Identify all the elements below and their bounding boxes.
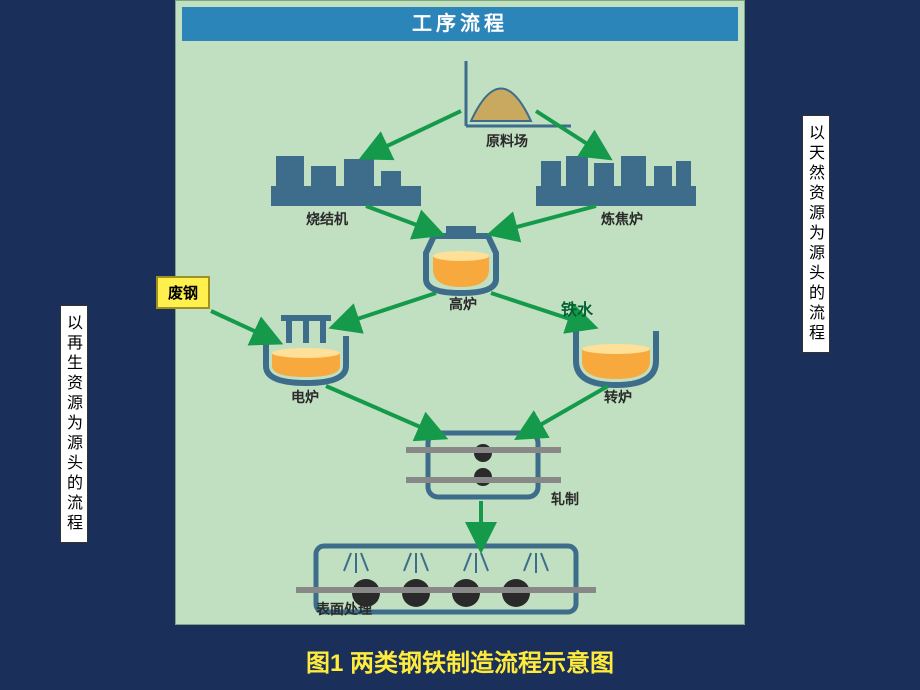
label-rolling: 轧制 [551, 489, 579, 509]
label-surface: 表面处理 [316, 599, 372, 619]
figure-caption: 图1 两类钢铁制造流程示意图 [0, 643, 920, 678]
process-diagram-panel: 工序流程 [175, 0, 745, 625]
eaf-icon [266, 315, 346, 383]
side-note-right-text: 以天然资源为源头的流程 [809, 125, 825, 342]
side-note-left: 以再生资源为源头的流程 [60, 305, 88, 543]
tag-iron-water: 铁水 [561, 296, 593, 320]
label-eaf: 电炉 [291, 387, 319, 407]
label-bof: 转炉 [604, 387, 632, 407]
tag-scrap: 废钢 [156, 276, 210, 309]
sinter-icon [271, 156, 421, 206]
label-coke: 炼焦炉 [601, 209, 643, 229]
label-sinter: 烧结机 [306, 209, 348, 229]
side-note-right: 以天然资源为源头的流程 [802, 115, 830, 353]
rolling-icon [406, 433, 561, 497]
slide: 工序流程 [0, 0, 920, 690]
coke-oven-icon [536, 156, 696, 206]
side-note-left-text: 以再生资源为源头的流程 [67, 315, 83, 532]
raw-yard-icon [466, 61, 571, 126]
label-blast: 高炉 [449, 294, 477, 314]
blast-furnace-icon [426, 226, 496, 293]
label-raw-yard: 原料场 [486, 131, 528, 151]
bof-icon [576, 331, 656, 385]
